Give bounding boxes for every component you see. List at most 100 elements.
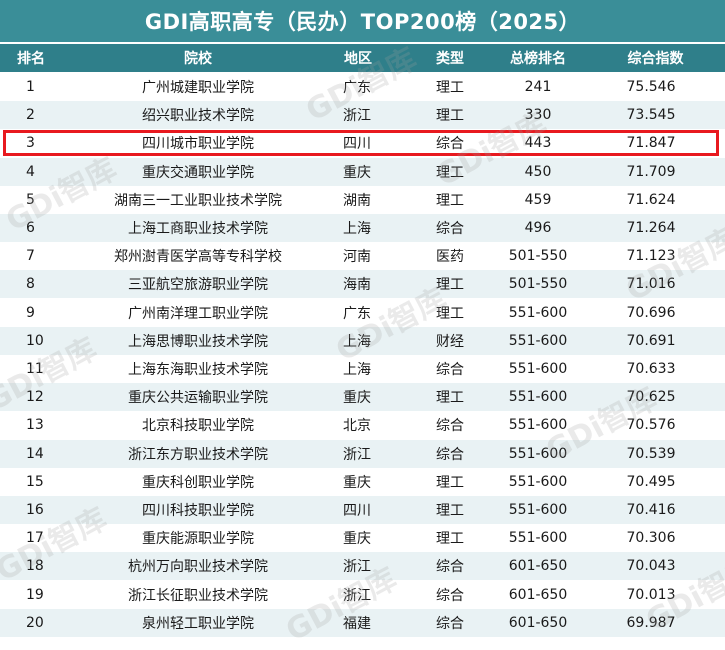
cell-rank: 12 <box>26 389 44 406</box>
cell-rank: 18 <box>26 558 44 575</box>
cell-rank: 14 <box>26 445 44 462</box>
cell-school: 上海工商职业技术学院 <box>128 221 268 237</box>
cell-rank: 2 <box>26 107 35 124</box>
table-row: 9 广州南洋理工职业学院 广东 理工 551-600 70.696 <box>0 298 725 327</box>
cell-school: 重庆能源职业学院 <box>142 531 254 548</box>
table-row: 19 浙江长征职业技术学院 浙江 综合 601-650 70.013 <box>0 580 725 609</box>
cell-total-rank: 551-600 <box>508 502 568 518</box>
table-row: 5 湖南三一工业职业技术学院 湖南 理工 459 71.624 <box>0 185 725 214</box>
cell-region: 四川 <box>343 136 371 153</box>
header-score: 综合指数 <box>627 51 684 67</box>
cell-type: 医药 <box>436 249 464 266</box>
cell-type: 理工 <box>436 305 464 322</box>
cell-school: 杭州万向职业技术学院 <box>128 559 268 576</box>
cell-score: 70.306 <box>626 530 676 547</box>
cell-total-rank: 601-650 <box>508 614 568 631</box>
table-title: GDI高职高专（民办）TOP200榜（2025） <box>0 0 725 42</box>
cell-score: 70.625 <box>626 389 676 406</box>
cell-rank: 9 <box>26 304 35 321</box>
cell-type: 财经 <box>436 333 464 350</box>
cell-region: 浙江 <box>343 446 371 463</box>
cell-type: 综合 <box>436 446 464 463</box>
cell-total-rank: 450 <box>524 163 552 180</box>
table-header: 排名 院校 地区 类型 总榜排名 综合指数 <box>0 44 725 72</box>
cell-score: 71.847 <box>626 135 676 152</box>
cell-type: 综合 <box>436 136 464 153</box>
table-row: 11 上海东海职业技术学院 上海 综合 551-600 70.633 <box>0 355 725 383</box>
cell-school: 浙江东方职业技术学院 <box>128 446 268 463</box>
cell-school: 广州南洋理工职业学院 <box>128 305 268 322</box>
cell-score: 73.545 <box>626 107 676 124</box>
cell-school: 北京科技职业学院 <box>142 418 254 435</box>
cell-score: 71.624 <box>626 191 676 208</box>
table-row: 1 广州城建职业学院 广东 理工 241 75.546 <box>0 73 725 101</box>
table-row: 17 重庆能源职业学院 重庆 理工 551-600 70.306 <box>0 524 725 553</box>
cell-score: 69.987 <box>626 614 676 631</box>
cell-region: 福建 <box>343 615 371 632</box>
cell-score: 70.539 <box>626 445 676 462</box>
cell-region: 广东 <box>343 305 371 322</box>
cell-region: 重庆 <box>343 390 371 407</box>
table-row: 16 四川科技职业学院 四川 理工 551-600 70.416 <box>0 496 725 524</box>
cell-region: 上海 <box>343 333 371 350</box>
table-row: 10 上海思博职业技术学院 上海 财经 551-600 70.691 <box>0 326 725 355</box>
table-row: 14 浙江东方职业技术学院 浙江 综合 551-600 70.539 <box>0 439 725 468</box>
cell-total-rank: 501-550 <box>508 248 568 265</box>
cell-total-rank: 601-650 <box>508 586 568 603</box>
cell-score: 70.696 <box>626 304 676 321</box>
cell-rank: 11 <box>26 361 44 377</box>
cell-total-rank: 443 <box>524 135 552 152</box>
cell-region: 湖南 <box>343 192 371 209</box>
table-row: 12 重庆公共运输职业学院 重庆 理工 551-600 70.625 <box>0 383 725 412</box>
header-type: 类型 <box>436 51 464 67</box>
cell-rank: 7 <box>26 248 35 265</box>
cell-total-rank: 551-600 <box>508 389 568 406</box>
cell-total-rank: 241 <box>524 79 552 95</box>
table-row: 13 北京科技职业学院 北京 综合 551-600 70.576 <box>0 411 725 440</box>
cell-rank: 16 <box>26 502 44 518</box>
cell-rank: 10 <box>26 332 44 349</box>
cell-type: 理工 <box>436 277 464 294</box>
cell-school: 四川城市职业学院 <box>142 136 254 153</box>
cell-type: 综合 <box>436 362 464 378</box>
cell-school: 重庆交通职业学院 <box>142 164 254 181</box>
cell-region: 重庆 <box>343 474 371 491</box>
cell-total-rank: 601-650 <box>508 558 568 575</box>
cell-type: 综合 <box>436 615 464 632</box>
cell-score: 70.416 <box>626 502 676 518</box>
cell-score: 70.633 <box>626 361 676 377</box>
cell-school: 三亚航空旅游职业学院 <box>128 277 268 294</box>
cell-school: 重庆公共运输职业学院 <box>128 390 268 407</box>
cell-rank: 19 <box>26 586 44 603</box>
header-total-rank: 总榜排名 <box>510 51 566 67</box>
table-row: 20 泉州轻工职业学院 福建 综合 601-650 69.987 <box>0 608 725 637</box>
table-row: 15 重庆科创职业学院 重庆 理工 551-600 70.495 <box>0 467 725 496</box>
cell-type: 理工 <box>436 531 464 548</box>
cell-total-rank: 551-600 <box>508 304 568 321</box>
header-rank: 排名 <box>17 51 45 67</box>
table-row: 18 杭州万向职业技术学院 浙江 综合 601-650 70.043 <box>0 552 725 581</box>
cell-rank: 6 <box>26 220 35 236</box>
cell-school: 湖南三一工业职业技术学院 <box>114 192 282 209</box>
table-row: 2 绍兴职业技术学院 浙江 理工 330 73.545 <box>0 101 725 130</box>
cell-region: 上海 <box>343 362 371 378</box>
cell-rank: 1 <box>26 79 35 95</box>
cell-region: 上海 <box>343 221 371 237</box>
cell-score: 71.016 <box>626 276 676 293</box>
cell-score: 75.546 <box>626 79 676 95</box>
cell-total-rank: 551-600 <box>508 361 568 377</box>
cell-total-rank: 551-600 <box>508 417 568 434</box>
cell-school: 泉州轻工职业学院 <box>142 615 254 632</box>
cell-total-rank: 551-600 <box>508 445 568 462</box>
table-row: 6 上海工商职业技术学院 上海 综合 496 71.264 <box>0 214 725 242</box>
cell-rank: 5 <box>26 191 35 208</box>
cell-total-rank: 551-600 <box>508 332 568 349</box>
cell-type: 理工 <box>436 503 464 519</box>
cell-region: 重庆 <box>343 531 371 548</box>
cell-rank: 20 <box>26 614 44 631</box>
cell-type: 综合 <box>436 559 464 576</box>
cell-region: 浙江 <box>343 108 371 125</box>
cell-total-rank: 459 <box>524 191 552 208</box>
header-region: 地区 <box>344 51 372 67</box>
cell-total-rank: 551-600 <box>508 530 568 547</box>
